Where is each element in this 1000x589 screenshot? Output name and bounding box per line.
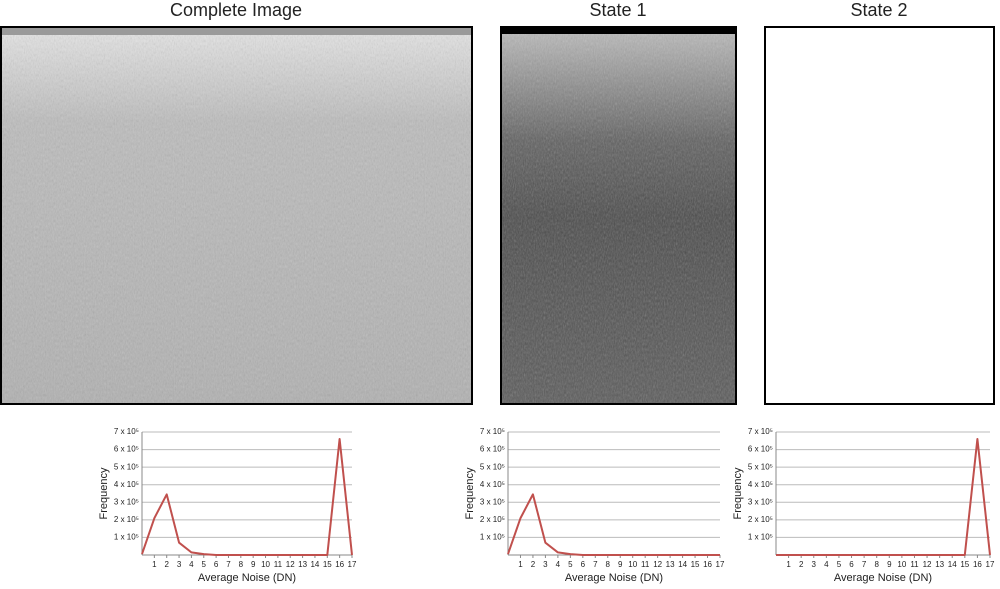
x-tick-label: 4 (556, 560, 561, 569)
x-tick-label: 4 (189, 560, 194, 569)
x-tick-label: 11 (910, 560, 919, 569)
image-state-1 (500, 26, 737, 405)
image-complete (0, 26, 473, 405)
y-tick-label: 6 x 10⁵ (114, 445, 139, 454)
data-line (507, 493, 720, 556)
x-tick-label: 9 (618, 560, 623, 569)
y-tick-label: 3 x 10⁵ (114, 497, 139, 506)
y-axis-label: Frequency (464, 467, 476, 519)
x-axis-label: Average Noise (DN) (198, 572, 296, 584)
y-tick-label: 5 x 10⁵ (748, 462, 773, 471)
x-tick-label: 1 (152, 560, 157, 569)
x-tick-label: 17 (348, 560, 357, 569)
x-tick-label: 3 (177, 560, 182, 569)
x-tick-label: 11 (274, 560, 283, 569)
x-tick-label: 3 (543, 560, 548, 569)
x-tick-label: 2 (164, 560, 169, 569)
x-tick-label: 10 (897, 560, 906, 569)
y-tick-label: 7 x 10⁵ (480, 427, 505, 436)
x-tick-label: 14 (678, 560, 687, 569)
y-tick-label: 7 x 10⁵ (748, 427, 773, 436)
x-tick-label: 8 (606, 560, 611, 569)
panel-title: State 1 (589, 0, 646, 20)
x-tick-label: 6 (214, 560, 219, 569)
x-tick-label: 5 (568, 560, 573, 569)
x-axis-label: Average Noise (DN) (834, 572, 932, 584)
x-tick-label: 15 (960, 560, 969, 569)
x-tick-label: 15 (323, 560, 332, 569)
x-tick-label: 1 (786, 560, 791, 569)
x-tick-label: 5 (837, 560, 842, 569)
y-tick-label: 3 x 10⁵ (748, 497, 773, 506)
panel-title: State 2 (850, 0, 907, 20)
x-tick-label: 17 (986, 560, 995, 569)
x-tick-label: 12 (286, 560, 295, 569)
x-tick-label: 6 (581, 560, 586, 569)
x-axis-label: Average Noise (DN) (565, 572, 663, 584)
x-tick-label: 2 (799, 560, 804, 569)
x-tick-label: 11 (641, 560, 650, 569)
data-line (141, 438, 353, 556)
x-tick-label: 6 (849, 560, 854, 569)
x-tick-label: 13 (298, 560, 307, 569)
y-tick-label: 7 x 10⁵ (114, 427, 139, 436)
image-state-2 (764, 26, 995, 405)
y-axis-label: Frequency (732, 467, 744, 519)
x-tick-label: 16 (335, 560, 344, 569)
x-tick-label: 17 (716, 560, 725, 569)
x-tick-label: 1 (518, 560, 523, 569)
x-tick-label: 15 (691, 560, 700, 569)
x-tick-label: 2 (531, 560, 536, 569)
x-tick-label: 9 (887, 560, 892, 569)
y-tick-label: 1 x 10⁵ (748, 533, 773, 542)
x-tick-label: 10 (261, 560, 270, 569)
x-tick-label: 16 (973, 560, 982, 569)
y-tick-label: 1 x 10⁵ (480, 533, 505, 542)
x-tick-label: 14 (948, 560, 957, 569)
x-tick-label: 12 (923, 560, 932, 569)
y-tick-label: 2 x 10⁵ (480, 515, 505, 524)
x-tick-label: 7 (226, 560, 231, 569)
y-tick-label: 4 x 10⁵ (114, 480, 139, 489)
x-tick-label: 12 (653, 560, 662, 569)
y-tick-label: 5 x 10⁵ (480, 462, 505, 471)
y-axis-label: Frequency (98, 467, 110, 519)
x-tick-label: 10 (628, 560, 637, 569)
x-tick-label: 7 (862, 560, 867, 569)
y-tick-label: 1 x 10⁵ (114, 533, 139, 542)
x-tick-label: 9 (251, 560, 256, 569)
x-tick-label: 5 (202, 560, 207, 569)
data-line (776, 438, 991, 556)
y-tick-label: 2 x 10⁵ (114, 515, 139, 524)
x-tick-label: 14 (310, 560, 319, 569)
panel-title: Complete Image (170, 0, 302, 20)
x-tick-label: 8 (874, 560, 879, 569)
x-tick-label: 13 (666, 560, 675, 569)
y-tick-label: 6 x 10⁵ (480, 445, 505, 454)
y-tick-label: 3 x 10⁵ (480, 497, 505, 506)
y-tick-label: 2 x 10⁵ (748, 515, 773, 524)
x-tick-label: 8 (239, 560, 244, 569)
x-tick-label: 13 (935, 560, 944, 569)
x-tick-label: 3 (812, 560, 817, 569)
y-tick-label: 4 x 10⁵ (748, 480, 773, 489)
y-tick-label: 4 x 10⁵ (480, 480, 505, 489)
y-tick-label: 5 x 10⁵ (114, 462, 139, 471)
x-tick-label: 16 (703, 560, 712, 569)
x-tick-label: 4 (824, 560, 829, 569)
y-tick-label: 6 x 10⁵ (748, 445, 773, 454)
x-tick-label: 7 (593, 560, 598, 569)
